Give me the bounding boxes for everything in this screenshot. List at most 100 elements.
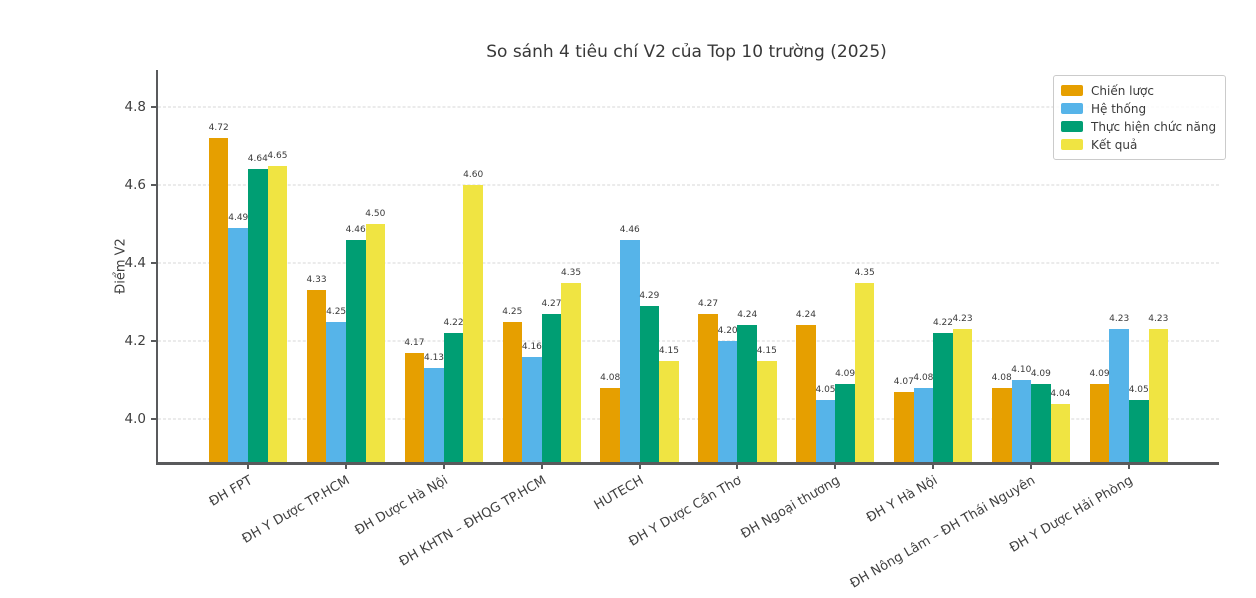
bar-value-label: 4.08 <box>913 372 934 383</box>
legend-item: Kết quả <box>1061 138 1216 151</box>
bar: 4.08 <box>600 373 620 462</box>
bar-value-label: 4.23 <box>1109 314 1130 325</box>
bar-value-label: 4.17 <box>404 337 425 348</box>
bar-value-label: 4.08 <box>991 372 1012 383</box>
bar-group: 4.27 4.20 4.24 4.15 <box>698 70 777 462</box>
bar: 4.23 <box>1109 315 1129 462</box>
gridline <box>158 418 1219 420</box>
bar-value-label: 4.50 <box>365 209 386 220</box>
bar-group: 4.33 4.25 4.46 4.50 <box>307 70 385 462</box>
bar-value-label: 4.60 <box>463 170 484 181</box>
x-tick-mark <box>1030 465 1033 469</box>
bar: 4.04 <box>1050 389 1070 462</box>
bar-value-label: 4.05 <box>815 384 836 395</box>
bar-value-label: 4.20 <box>717 326 738 337</box>
bar: 4.24 <box>796 311 816 462</box>
plot-area: 4.0 4.2 4.4 4.6 4.8 4.72 4.49 4.64 4.65 4.33 4.25… <box>125 70 1219 592</box>
bar-value-label: 4.22 <box>932 318 953 329</box>
bar-group: 4.17 4.13 4.22 4.60 <box>404 70 483 462</box>
bar-value-label: 4.04 <box>1050 388 1071 399</box>
gridline <box>158 184 1219 186</box>
bar-value-label: 4.22 <box>443 318 464 329</box>
x-tick-mark <box>247 465 250 469</box>
bar: 4.64 <box>248 155 268 462</box>
x-tick-label: ĐH Y Hà Nội <box>864 473 941 526</box>
legend-item: Thực hiện chức năng <box>1061 120 1216 133</box>
gridline <box>158 340 1219 342</box>
bar: 4.35 <box>561 268 581 462</box>
bar: 4.27 <box>698 299 718 462</box>
bar-value-label: 4.35 <box>854 267 875 278</box>
bar: 4.16 <box>522 342 542 462</box>
bar-value-label: 4.64 <box>247 154 268 165</box>
x-tick-mark <box>834 465 837 469</box>
x-tick-mark <box>932 465 935 469</box>
legend-swatch <box>1061 103 1083 114</box>
x-tick-mark <box>638 465 641 469</box>
bar: 4.09 <box>835 370 855 462</box>
bar-group: 4.09 4.23 4.05 4.23 <box>1090 70 1168 462</box>
bar: 4.09 <box>1090 370 1110 462</box>
bar: 4.08 <box>992 373 1012 462</box>
x-tick-mark <box>344 465 347 469</box>
bar-value-label: 4.24 <box>795 310 816 321</box>
chart-title: So sánh 4 tiêu chí V2 của Top 10 trường … <box>486 42 887 62</box>
x-tick-label: ĐH Nông Lâm – ĐH Thái Nguyên <box>847 473 1039 592</box>
bar: 4.46 <box>620 225 640 462</box>
legend-item: Hệ thống <box>1061 102 1216 115</box>
y-tick-mark <box>151 340 156 343</box>
bar-value-label: 4.09 <box>1089 369 1110 379</box>
y-tick-label: 4.0 <box>124 410 146 427</box>
bar-value-label: 4.25 <box>502 306 523 317</box>
bar-group: 4.72 4.49 4.64 4.65 <box>209 70 287 462</box>
bar-value-label: 4.15 <box>658 345 679 356</box>
bar-value-label: 4.05 <box>1128 384 1149 395</box>
legend-swatch <box>1061 139 1083 150</box>
bar: 4.72 <box>209 124 229 462</box>
bar-value-label: 4.10 <box>1011 365 1032 376</box>
bar: 4.24 <box>737 311 757 462</box>
bar-value-label: 4.27 <box>698 298 719 309</box>
bar-value-label: 4.16 <box>521 341 542 352</box>
bar-value-label: 4.09 <box>835 369 856 379</box>
gridline <box>158 262 1219 264</box>
bar-group: 4.08 4.10 4.09 4.04 <box>992 70 1070 462</box>
x-tick-label: HUTECH <box>592 473 647 514</box>
bar-value-label: 4.07 <box>893 376 914 387</box>
bar-group: 4.25 4.16 4.27 4.35 <box>502 70 581 462</box>
bar: 4.17 <box>404 338 424 462</box>
legend-label: Chiến lược <box>1091 83 1154 98</box>
bar: 4.60 <box>463 171 483 462</box>
bar-value-label: 4.46 <box>345 224 366 235</box>
legend-label: Thực hiện chức năng <box>1091 119 1217 134</box>
y-tick-label: 4.6 <box>124 176 146 193</box>
bar-value-label: 4.29 <box>639 290 660 301</box>
y-tick-mark <box>151 106 156 109</box>
legend-swatch <box>1061 121 1083 132</box>
bar: 4.29 <box>639 291 659 462</box>
y-tick-label: 4.2 <box>124 332 146 349</box>
bar: 4.49 <box>228 213 248 462</box>
x-tick-mark <box>442 465 445 469</box>
bars-layer: 4.72 4.49 4.64 4.65 4.33 4.25 4.46 4.50 4.17 4.13… <box>158 70 1219 462</box>
bar-value-label: 4.27 <box>541 298 562 309</box>
bar: 4.07 <box>894 377 914 462</box>
bar: 4.22 <box>933 319 953 462</box>
bar: 4.22 <box>444 319 464 462</box>
y-tick-label: 4.4 <box>124 254 146 271</box>
bar: 4.15 <box>757 346 777 462</box>
y-tick-label: 4.8 <box>124 98 146 115</box>
y-tick-mark <box>151 418 156 421</box>
bar-value-label: 4.08 <box>600 372 621 383</box>
bar-group: 4.08 4.46 4.29 4.15 <box>600 70 679 462</box>
y-tick-mark <box>151 184 156 187</box>
bar: 4.50 <box>365 210 385 462</box>
bar-value-label: 4.33 <box>306 275 327 286</box>
bar: 4.23 <box>953 315 973 462</box>
legend-label: Hệ thống <box>1091 101 1147 116</box>
bar: 4.27 <box>541 299 561 462</box>
x-tick-label: ĐH Dược Hà Nội <box>352 473 451 539</box>
bar: 4.23 <box>1148 315 1168 462</box>
y-tick-mark <box>151 262 156 265</box>
legend-item: Chiến lược <box>1061 84 1216 97</box>
